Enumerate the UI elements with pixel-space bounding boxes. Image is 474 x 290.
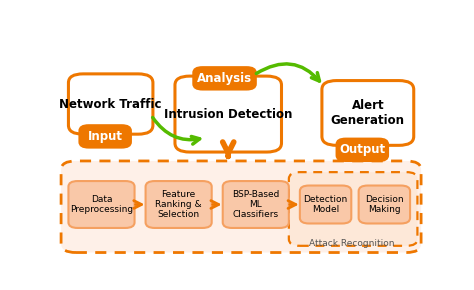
- FancyBboxPatch shape: [300, 186, 351, 224]
- FancyArrowPatch shape: [153, 117, 200, 144]
- Text: Feature
Ranking &
Selection: Feature Ranking & Selection: [155, 190, 202, 220]
- Text: Attack Recognition: Attack Recognition: [309, 239, 394, 248]
- FancyBboxPatch shape: [322, 81, 414, 145]
- FancyBboxPatch shape: [68, 181, 135, 228]
- Text: Decision
Making: Decision Making: [365, 195, 404, 214]
- Text: Input: Input: [88, 130, 123, 143]
- Text: Detection
Model: Detection Model: [303, 195, 348, 214]
- FancyBboxPatch shape: [223, 181, 289, 228]
- Text: Alert
Generation: Alert Generation: [331, 99, 405, 127]
- Text: Intrusion Detection: Intrusion Detection: [164, 108, 292, 121]
- FancyBboxPatch shape: [146, 181, 212, 228]
- Text: Network Traffic: Network Traffic: [59, 97, 162, 110]
- FancyBboxPatch shape: [359, 186, 410, 224]
- Text: Output: Output: [339, 143, 385, 156]
- FancyBboxPatch shape: [289, 172, 418, 246]
- FancyBboxPatch shape: [68, 74, 153, 134]
- Text: Data
Preprocessing: Data Preprocessing: [70, 195, 133, 214]
- FancyArrowPatch shape: [256, 64, 319, 81]
- FancyBboxPatch shape: [175, 76, 282, 152]
- FancyBboxPatch shape: [193, 67, 256, 90]
- FancyBboxPatch shape: [61, 161, 421, 253]
- Text: BSP-Based
ML
Classifiers: BSP-Based ML Classifiers: [232, 190, 280, 220]
- FancyBboxPatch shape: [337, 139, 388, 161]
- FancyBboxPatch shape: [80, 125, 131, 148]
- Text: Analysis: Analysis: [197, 72, 252, 85]
